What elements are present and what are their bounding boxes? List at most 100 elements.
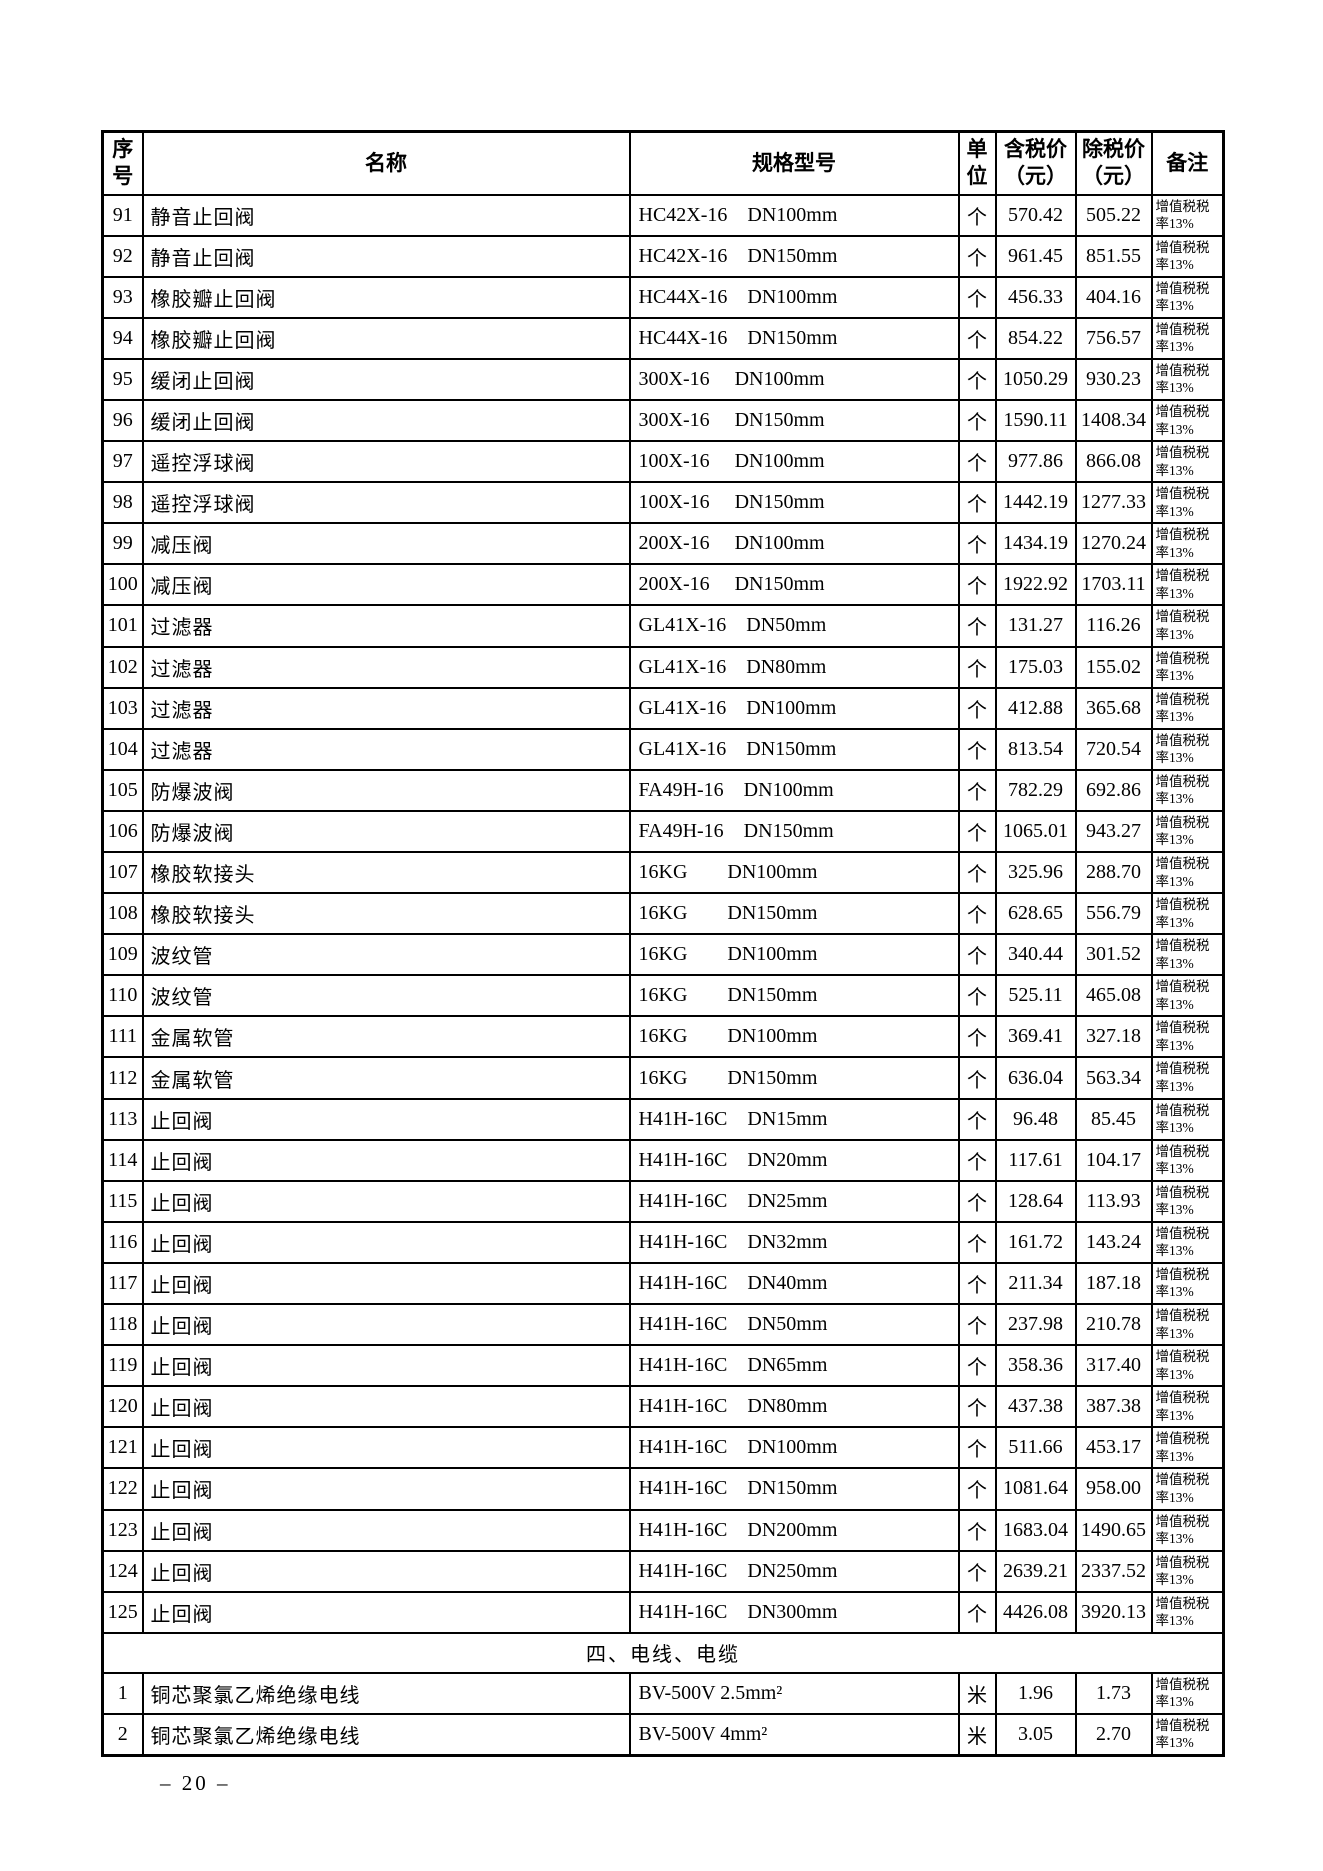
row-number-cell: 123	[101, 1508, 144, 1552]
item-name-cell: 止回阀	[141, 1097, 631, 1141]
table-row: 118 止回阀 H41H-16C DN50mm 个 237.98 210.78 增值税税率1…	[101, 1303, 1225, 1347]
tax-excluded-price-cell: 563.34	[1074, 1056, 1153, 1100]
item-name-cell: 过滤器	[141, 604, 631, 648]
unit-cell: 个	[957, 1220, 997, 1264]
tax-included-price-cell: 628.65	[994, 892, 1077, 936]
spec-model-cell: H41H-16C DN250mm	[628, 1549, 960, 1593]
row-number-cell: 94	[101, 316, 144, 360]
row-number-cell: 116	[101, 1220, 144, 1264]
unit-cell: 个	[957, 1097, 997, 1141]
tax-excluded-price-cell: 288.70	[1074, 850, 1153, 895]
header-item-name: 名称	[141, 130, 631, 196]
table-row: 91 静音止回阀 HC42X-16 DN100mm 个 570.42 505.22 增值税税…	[101, 193, 1225, 237]
tax-excluded-price-cell: 187.18	[1074, 1261, 1153, 1306]
row-number-cell: 106	[101, 809, 144, 854]
section-title-cell: 四、电线、电缆	[101, 1631, 1225, 1674]
tax-excluded-price-cell: 505.22	[1074, 193, 1153, 237]
table-row: 123 止回阀 H41H-16C DN200mm 个 1683.04 1490.65 增值税…	[101, 1508, 1225, 1552]
spec-model-cell: 100X-16 DN100mm	[628, 440, 960, 484]
unit-cell: 米	[957, 1671, 997, 1715]
header-tax-excluded-price: 除税价 （元）	[1074, 130, 1153, 196]
unit-cell: 个	[957, 1344, 997, 1388]
table-row: 114 止回阀 H41H-16C DN20mm 个 117.61 104.17 增值税税率1…	[101, 1138, 1225, 1182]
table-row: 109 波纹管 16KG DN100mm 个 340.44 301.52 增值税税率13%	[101, 933, 1225, 977]
unit-cell: 个	[957, 234, 997, 278]
item-name-cell: 缓闭止回阀	[141, 398, 631, 443]
row-number-cell: 122	[101, 1467, 144, 1511]
row-number-cell: 108	[101, 892, 144, 936]
tax-included-price-cell: 525.11	[994, 974, 1077, 1018]
unit-cell: 个	[957, 727, 997, 771]
remark-cell: 增值税税率13%	[1150, 357, 1225, 401]
tax-included-price-cell: 437.38	[994, 1385, 1077, 1429]
tax-excluded-price-cell: 116.26	[1074, 604, 1153, 648]
table-row: 107 橡胶软接头 16KG DN100mm 个 325.96 288.70 增值税税率13…	[101, 850, 1225, 895]
item-name-cell: 遥控浮球阀	[141, 440, 631, 484]
remark-cell: 增值税税率13%	[1150, 1344, 1225, 1388]
tax-excluded-price-cell: 465.08	[1074, 974, 1153, 1018]
item-name-cell: 止回阀	[141, 1426, 631, 1470]
spec-model-cell: GL41X-16 DN100mm	[628, 686, 960, 730]
header-serial-number: 序 号	[101, 130, 144, 196]
row-number-cell: 103	[101, 686, 144, 730]
unit-cell: 个	[957, 1015, 997, 1059]
row-number-cell: 100	[101, 563, 144, 607]
unit-cell: 个	[957, 522, 997, 566]
spec-model-cell: HC42X-16 DN100mm	[628, 193, 960, 237]
unit-cell: 个	[957, 275, 997, 319]
tax-included-price-cell: 161.72	[994, 1220, 1077, 1264]
tax-included-price-cell: 1050.29	[994, 357, 1077, 401]
row-number-cell: 102	[101, 645, 144, 689]
tax-excluded-price-cell: 85.45	[1074, 1097, 1153, 1141]
section-header-row: 四、电线、电缆	[101, 1631, 1225, 1674]
tax-included-price-cell: 4426.08	[994, 1590, 1077, 1634]
remark-cell: 增值税税率13%	[1150, 645, 1225, 689]
unit-cell: 个	[957, 1179, 997, 1223]
unit-cell: 个	[957, 604, 997, 648]
tax-included-price-cell: 1.96	[994, 1671, 1077, 1715]
spec-model-cell: GL41X-16 DN80mm	[628, 645, 960, 689]
spec-model-cell: BV-500V 2.5mm²	[628, 1671, 960, 1715]
tax-excluded-price-cell: 387.38	[1074, 1385, 1153, 1429]
spec-model-cell: HC42X-16 DN150mm	[628, 234, 960, 278]
remark-cell: 增值税税率13%	[1150, 440, 1225, 484]
remark-cell: 增值税税率13%	[1150, 1385, 1225, 1429]
tax-excluded-price-cell: 143.24	[1074, 1220, 1153, 1264]
tax-included-price-cell: 456.33	[994, 275, 1077, 319]
remark-cell: 增值税税率13%	[1150, 892, 1225, 936]
item-name-cell: 止回阀	[141, 1508, 631, 1552]
tax-excluded-price-cell: 453.17	[1074, 1426, 1153, 1470]
spec-model-cell: 16KG DN150mm	[628, 1056, 960, 1100]
remark-cell: 增值税税率13%	[1150, 686, 1225, 730]
table-row: 125 止回阀 H41H-16C DN300mm 个 4426.08 3920.13 增值税…	[101, 1590, 1225, 1634]
table-row: 117 止回阀 H41H-16C DN40mm 个 211.34 187.18 增值税税率1…	[101, 1261, 1225, 1306]
table-row: 104 过滤器 GL41X-16 DN150mm 个 813.54 720.54 增值税税率…	[101, 727, 1225, 771]
item-name-cell: 止回阀	[141, 1303, 631, 1347]
item-name-cell: 止回阀	[141, 1261, 631, 1306]
unit-cell: 个	[957, 316, 997, 360]
spec-model-cell: 300X-16 DN100mm	[628, 357, 960, 401]
tax-excluded-price-cell: 1490.65	[1074, 1508, 1153, 1552]
tax-included-price-cell: 570.42	[994, 193, 1077, 237]
remark-cell: 增值税税率13%	[1150, 481, 1225, 525]
row-number-cell: 111	[101, 1015, 144, 1059]
remark-cell: 增值税税率13%	[1150, 604, 1225, 648]
unit-cell: 个	[957, 686, 997, 730]
row-number-cell: 93	[101, 275, 144, 319]
remark-cell: 增值税税率13%	[1150, 727, 1225, 771]
table-row: 100 减压阀 200X-16 DN150mm 个 1922.92 1703.11 增值税税…	[101, 563, 1225, 607]
table-row: 122 止回阀 H41H-16C DN150mm 个 1081.64 958.00 增值税税…	[101, 1467, 1225, 1511]
table-row: 102 过滤器 GL41X-16 DN80mm 个 175.03 155.02 增值税税率1…	[101, 645, 1225, 689]
row-number-cell: 117	[101, 1261, 144, 1306]
tax-included-price-cell: 117.61	[994, 1138, 1077, 1182]
tax-excluded-price-cell: 2337.52	[1074, 1549, 1153, 1593]
spec-model-cell: H41H-16C DN65mm	[628, 1344, 960, 1388]
spec-model-cell: GL41X-16 DN150mm	[628, 727, 960, 771]
unit-cell: 个	[957, 440, 997, 484]
row-number-cell: 121	[101, 1426, 144, 1470]
tax-excluded-price-cell: 1277.33	[1074, 481, 1153, 525]
spec-model-cell: H41H-16C DN40mm	[628, 1261, 960, 1306]
item-name-cell: 过滤器	[141, 686, 631, 730]
item-name-cell: 减压阀	[141, 563, 631, 607]
item-name-cell: 静音止回阀	[141, 193, 631, 237]
